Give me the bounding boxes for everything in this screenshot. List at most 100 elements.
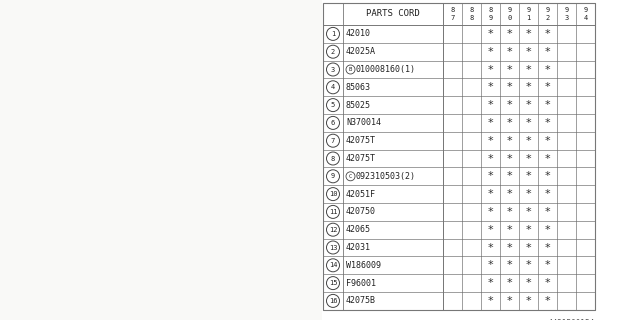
Text: 092310503(2): 092310503(2) xyxy=(356,172,416,181)
Text: *: * xyxy=(545,243,550,252)
Text: 9: 9 xyxy=(526,7,531,13)
Text: 42075T: 42075T xyxy=(346,136,376,145)
Text: *: * xyxy=(488,171,493,181)
Circle shape xyxy=(326,205,339,218)
Circle shape xyxy=(326,63,339,76)
Text: *: * xyxy=(525,65,531,75)
Text: *: * xyxy=(525,243,531,252)
Circle shape xyxy=(326,223,339,236)
Text: 9: 9 xyxy=(331,173,335,179)
Circle shape xyxy=(326,45,339,58)
Text: 8: 8 xyxy=(451,7,454,13)
Text: 1: 1 xyxy=(331,31,335,37)
Text: 42031: 42031 xyxy=(346,243,371,252)
Text: *: * xyxy=(525,136,531,146)
Text: 13: 13 xyxy=(329,244,337,251)
Text: *: * xyxy=(488,82,493,92)
Text: *: * xyxy=(507,278,512,288)
Text: *: * xyxy=(525,260,531,270)
Text: *: * xyxy=(545,278,550,288)
Text: 420750: 420750 xyxy=(346,207,376,216)
Text: 3: 3 xyxy=(331,67,335,73)
Text: *: * xyxy=(525,296,531,306)
Text: *: * xyxy=(507,154,512,164)
Circle shape xyxy=(326,152,339,165)
Circle shape xyxy=(346,172,355,181)
Text: *: * xyxy=(545,65,550,75)
Text: 9: 9 xyxy=(508,7,511,13)
Text: 9: 9 xyxy=(488,14,493,20)
Text: 11: 11 xyxy=(329,209,337,215)
Text: 42025A: 42025A xyxy=(346,47,376,56)
Text: *: * xyxy=(525,29,531,39)
Text: *: * xyxy=(545,171,550,181)
Text: *: * xyxy=(545,154,550,164)
Text: C: C xyxy=(349,174,352,179)
Text: *: * xyxy=(525,100,531,110)
Text: F96001: F96001 xyxy=(346,279,376,288)
Text: *: * xyxy=(545,47,550,57)
Text: *: * xyxy=(507,136,512,146)
Text: 1: 1 xyxy=(526,14,531,20)
Text: *: * xyxy=(525,171,531,181)
Text: *: * xyxy=(488,47,493,57)
Circle shape xyxy=(326,116,339,129)
Text: *: * xyxy=(488,136,493,146)
Text: *: * xyxy=(545,225,550,235)
Text: 9: 9 xyxy=(584,7,588,13)
Text: *: * xyxy=(507,82,512,92)
Text: 8: 8 xyxy=(331,156,335,162)
Text: *: * xyxy=(525,207,531,217)
Text: 16: 16 xyxy=(329,298,337,304)
Circle shape xyxy=(326,170,339,183)
Text: 5: 5 xyxy=(331,102,335,108)
Text: *: * xyxy=(525,82,531,92)
Text: 7: 7 xyxy=(331,138,335,144)
Text: *: * xyxy=(507,260,512,270)
Text: 42065: 42065 xyxy=(346,225,371,234)
Text: 6: 6 xyxy=(331,120,335,126)
Text: *: * xyxy=(525,154,531,164)
Text: *: * xyxy=(545,296,550,306)
Text: 42051F: 42051F xyxy=(346,189,376,199)
Text: 0: 0 xyxy=(508,14,511,20)
Text: 8: 8 xyxy=(469,7,474,13)
Text: *: * xyxy=(545,136,550,146)
Text: 85063: 85063 xyxy=(346,83,371,92)
Text: 15: 15 xyxy=(329,280,337,286)
Circle shape xyxy=(326,28,339,40)
Circle shape xyxy=(326,99,339,112)
Text: *: * xyxy=(507,296,512,306)
Text: *: * xyxy=(545,260,550,270)
Text: *: * xyxy=(488,225,493,235)
Text: *: * xyxy=(507,243,512,252)
Text: *: * xyxy=(488,278,493,288)
Text: *: * xyxy=(507,171,512,181)
Text: 9: 9 xyxy=(564,7,568,13)
Text: *: * xyxy=(545,189,550,199)
Text: *: * xyxy=(545,82,550,92)
Text: 3: 3 xyxy=(564,14,568,20)
Text: 8: 8 xyxy=(488,7,493,13)
Text: *: * xyxy=(488,243,493,252)
Text: *: * xyxy=(525,189,531,199)
Text: 10: 10 xyxy=(329,191,337,197)
Text: 42010: 42010 xyxy=(346,29,371,38)
Text: *: * xyxy=(507,65,512,75)
Circle shape xyxy=(346,65,355,74)
Circle shape xyxy=(326,241,339,254)
Text: *: * xyxy=(488,296,493,306)
Text: *: * xyxy=(545,207,550,217)
Text: N370014: N370014 xyxy=(346,118,381,127)
Text: 12: 12 xyxy=(329,227,337,233)
Text: *: * xyxy=(507,47,512,57)
Text: *: * xyxy=(525,118,531,128)
Text: *: * xyxy=(545,29,550,39)
Text: *: * xyxy=(525,225,531,235)
Text: 2: 2 xyxy=(545,14,550,20)
Bar xyxy=(323,3,595,310)
Circle shape xyxy=(326,259,339,272)
Text: *: * xyxy=(545,118,550,128)
Circle shape xyxy=(326,134,339,147)
Circle shape xyxy=(326,276,339,290)
